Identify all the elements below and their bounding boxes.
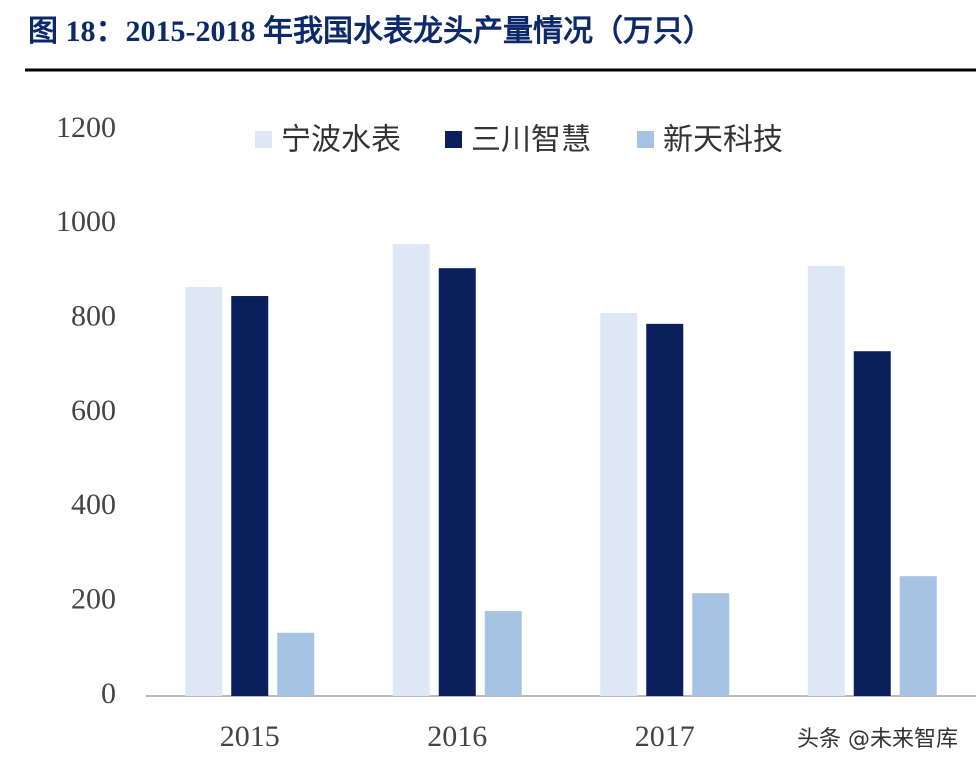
y-tick-label: 200 <box>71 583 116 616</box>
bar <box>231 296 269 696</box>
legend-swatch <box>445 131 462 148</box>
bar <box>277 632 315 696</box>
legend-label: 三川智慧 <box>471 123 591 158</box>
bar <box>600 313 638 696</box>
legend-swatch <box>255 131 272 148</box>
x-tick-label: 2016 <box>427 720 487 753</box>
bar <box>185 287 223 696</box>
y-tick-label: 600 <box>71 394 116 427</box>
x-tick-label: 2017 <box>635 720 695 753</box>
bar <box>438 268 476 696</box>
bar <box>899 576 937 696</box>
bar <box>807 265 845 696</box>
y-tick-label: 0 <box>101 677 116 710</box>
bar <box>692 593 730 696</box>
y-tick-label: 400 <box>71 488 116 521</box>
y-tick-label: 1200 <box>56 111 116 144</box>
x-tick-label: 2015 <box>220 720 280 753</box>
chart-title: 图 18：2015-2018 年我国水表龙头产量情况（万只） <box>28 14 713 48</box>
y-tick-label: 1000 <box>56 205 116 238</box>
legend-swatch <box>637 131 654 148</box>
legend-label: 宁波水表 <box>281 123 401 158</box>
legend-label: 新天科技 <box>663 123 783 158</box>
bar <box>853 351 891 696</box>
bar <box>392 244 430 697</box>
y-tick-label: 800 <box>71 300 116 333</box>
bar <box>646 323 684 696</box>
bar <box>484 611 522 696</box>
watermark: 头条 @未来智库 <box>797 727 958 752</box>
